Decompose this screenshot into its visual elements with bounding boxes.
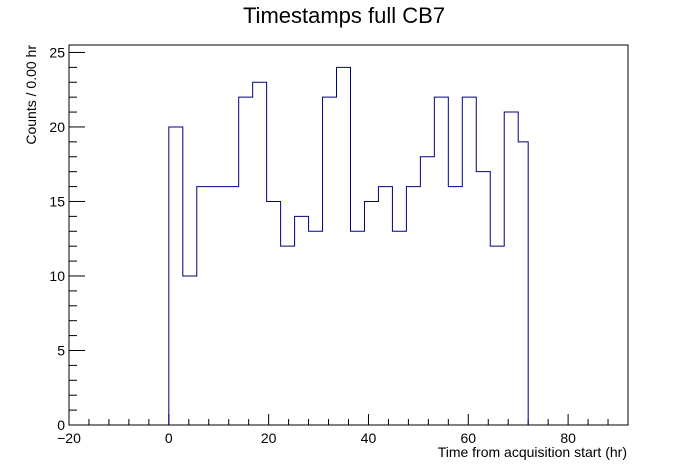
x-tick-label: 0: [165, 430, 173, 446]
histogram-bin: [504, 112, 518, 425]
histogram-bin: [420, 157, 434, 425]
histogram-bin: [281, 246, 295, 425]
histogram-bin: [476, 172, 490, 425]
y-tick-label: 20: [49, 119, 65, 135]
histogram-bin: [378, 187, 392, 425]
histogram-bin: [448, 187, 462, 425]
histogram-bin: [309, 231, 323, 425]
histogram-bin: [239, 97, 253, 425]
histogram-series: [168, 66, 529, 425]
histogram-bin: [434, 97, 448, 425]
x-tick-label: −20: [57, 430, 81, 446]
x-tick-label: 80: [560, 430, 576, 446]
histogram-bin: [350, 231, 364, 425]
y-axis: 0 5 10 15 20 25: [49, 44, 85, 433]
histogram-bin: [197, 187, 211, 425]
x-tick-label: 60: [460, 430, 476, 446]
histogram-bin: [462, 97, 476, 425]
chart-title: Timestamps full CB7: [243, 3, 445, 28]
histogram-bin: [183, 276, 197, 425]
y-tick-label: 25: [49, 44, 65, 60]
histogram-bin: [406, 187, 420, 425]
histogram-bin: [392, 231, 406, 425]
histogram-bin: [253, 82, 267, 425]
histogram-bin: [211, 187, 225, 425]
y-tick-label: 0: [57, 417, 65, 433]
histogram-bin: [225, 187, 239, 425]
x-axis: −20 0 20 40 60 80: [57, 414, 629, 446]
histogram-bin: [323, 97, 337, 425]
histogram-bin: [267, 201, 281, 425]
x-axis-title: Time from acquisition start (hr): [438, 444, 627, 460]
x-tick-label: 40: [361, 430, 377, 446]
y-tick-label: 5: [57, 342, 65, 358]
x-tick-label: 20: [261, 430, 277, 446]
histogram-bin: [490, 246, 504, 425]
histogram-bin: [518, 142, 528, 425]
histogram-bin: [364, 201, 378, 425]
histogram-bin: [337, 67, 351, 425]
histogram-bin: [295, 216, 309, 425]
y-tick-label: 10: [49, 268, 65, 284]
y-axis-title: Counts / 0.00 hr: [23, 45, 39, 145]
histogram-bin: [169, 127, 183, 425]
histogram-bins: [169, 67, 528, 425]
y-tick-label: 15: [49, 193, 65, 209]
